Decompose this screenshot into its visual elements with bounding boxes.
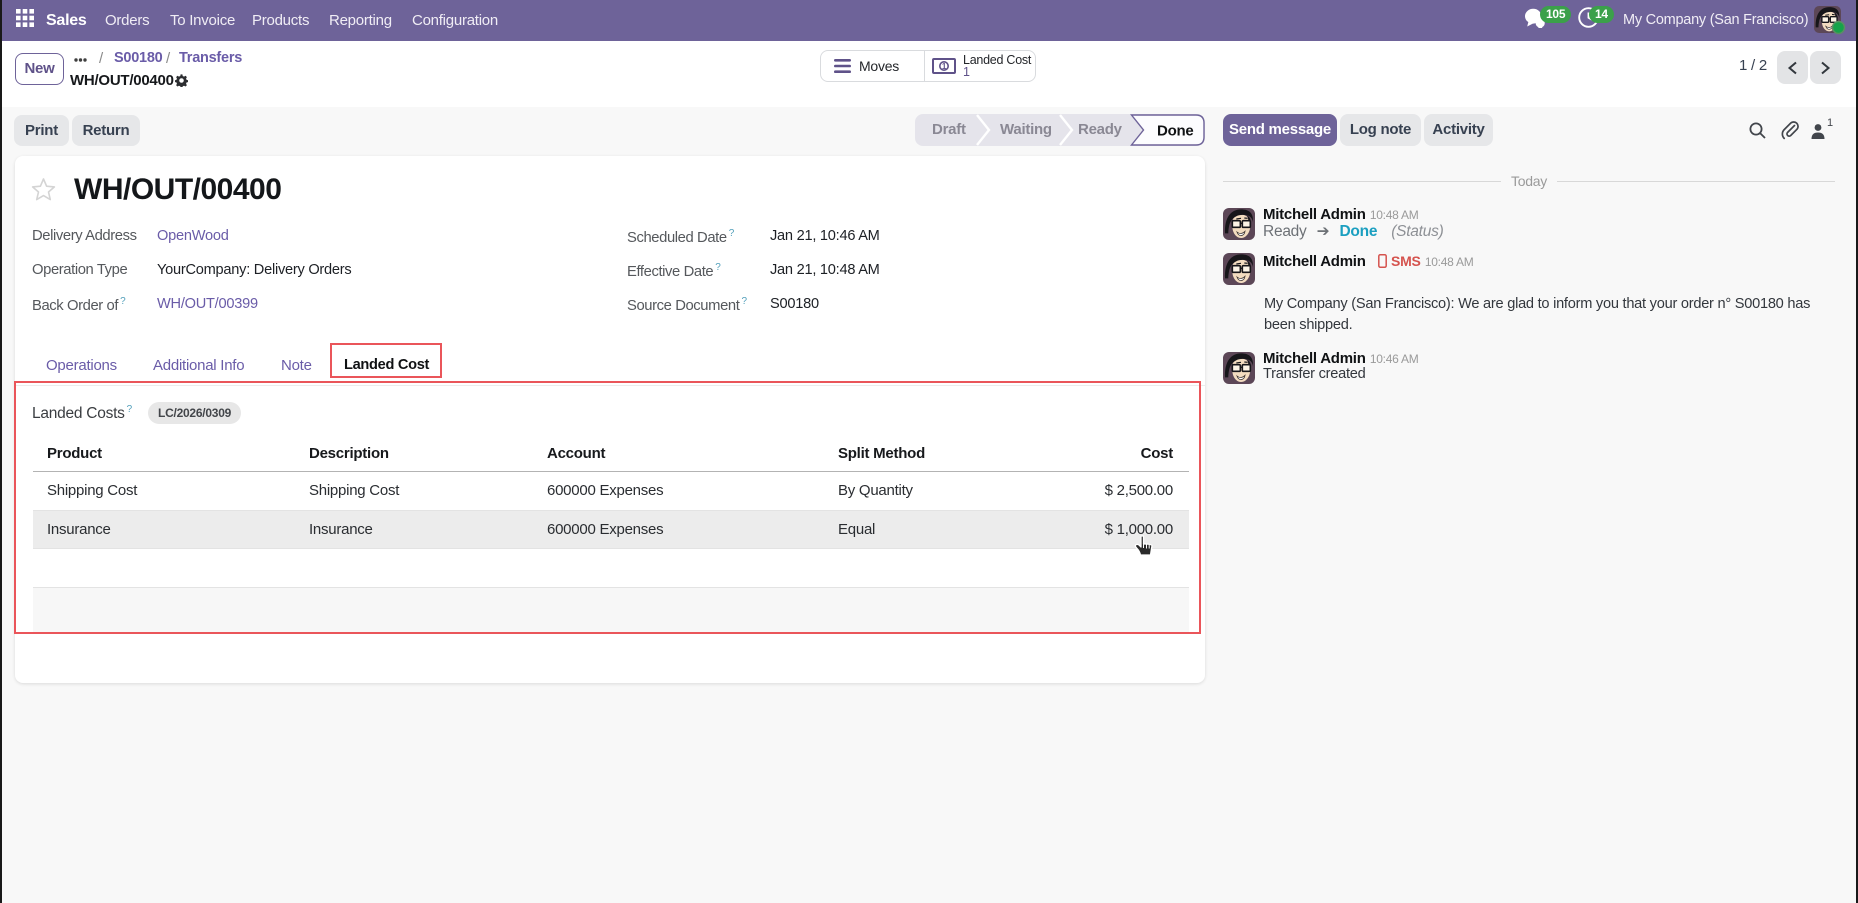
svg-text:Done: Done [1157, 123, 1194, 140]
svg-text:1: 1 [942, 62, 947, 71]
